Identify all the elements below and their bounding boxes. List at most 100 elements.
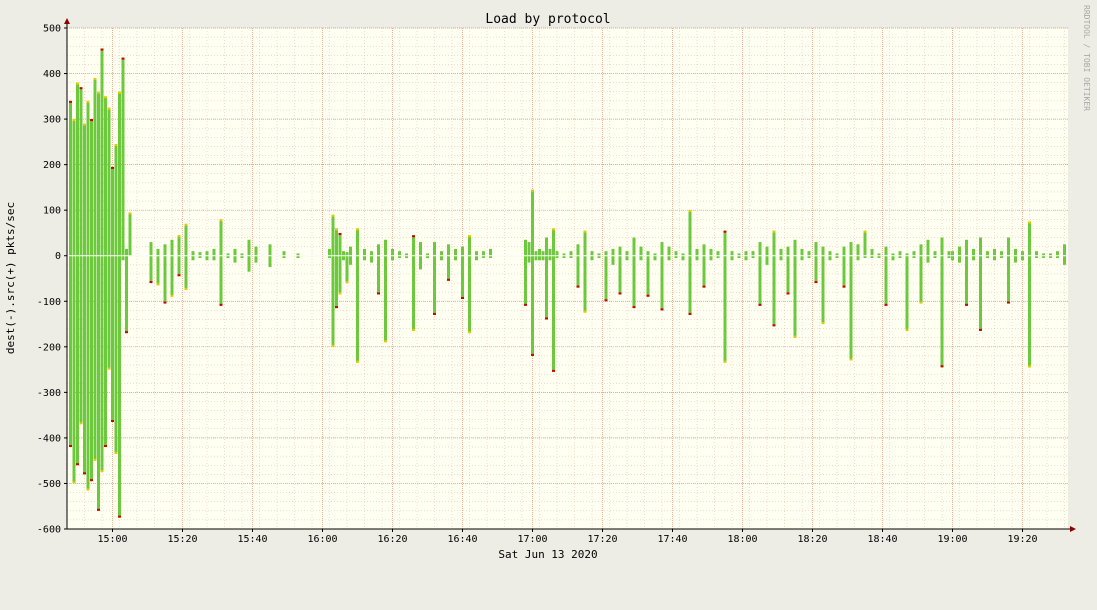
- bar-dest: [779, 255, 783, 261]
- bar-dest: [531, 255, 534, 356]
- bar-dest-cap: [576, 285, 580, 288]
- bar-dest: [919, 255, 923, 304]
- bar-dest-cap: [170, 294, 174, 297]
- bar-dest: [107, 255, 111, 370]
- bar-src: [877, 253, 881, 256]
- bar-src: [363, 248, 366, 256]
- bar-src-cap: [177, 235, 181, 238]
- x-tick-label: 15:00: [97, 534, 127, 545]
- bar-dest: [545, 255, 548, 320]
- bar-dest: [667, 255, 671, 261]
- bar-dest: [958, 255, 961, 263]
- bar-dest: [877, 255, 881, 259]
- y-tick-label: -100: [37, 297, 61, 308]
- bar-src-cap: [107, 107, 111, 110]
- bar-dest: [618, 255, 622, 295]
- bar-dest-cap: [156, 283, 160, 286]
- bar-src: [489, 248, 492, 256]
- bar-dest-cap: [545, 317, 548, 320]
- bar-dest: [363, 255, 366, 261]
- bar-src: [625, 251, 629, 256]
- bar-dest-cap: [118, 515, 121, 518]
- bar-dest: [527, 255, 531, 263]
- bar-src: [905, 253, 909, 256]
- bar-dest-cap: [849, 358, 853, 361]
- x-tick-label: 18:00: [727, 534, 757, 545]
- bar-dest: [226, 255, 230, 259]
- bar-src: [1049, 253, 1052, 256]
- bar-src: [149, 242, 153, 256]
- bar-src: [828, 251, 832, 256]
- bar-src: [597, 253, 601, 256]
- bar-dest: [342, 255, 345, 261]
- bar-dest: [965, 255, 968, 306]
- bar-src: [947, 251, 951, 256]
- bar-src: [562, 253, 566, 256]
- bar-dest: [97, 255, 100, 511]
- chart-title: Load by protocol: [485, 12, 610, 27]
- bar-dest-cap: [793, 335, 797, 338]
- bar-src: [1007, 237, 1010, 256]
- bar-dest: [800, 255, 804, 261]
- bar-dest: [93, 255, 97, 461]
- bar-src: [681, 253, 685, 256]
- bar-src: [674, 251, 678, 256]
- bar-dest: [170, 255, 174, 297]
- bar-src-cap: [412, 235, 415, 238]
- bar-src-cap: [219, 219, 223, 222]
- y-tick-labels: 500 400 300 200 100 0 -100 -200 -300 -400 -500 -600: [37, 24, 61, 536]
- x-tick-label: 16:00: [307, 534, 337, 545]
- bar-dest: [541, 255, 545, 261]
- bar-src-cap: [356, 228, 359, 231]
- bar-dest-cap: [632, 306, 636, 309]
- bar-src: [184, 223, 188, 256]
- y-tick-label: -300: [37, 388, 61, 399]
- bar-src: [583, 230, 587, 256]
- bar-src: [772, 230, 776, 256]
- bar-src-cap: [114, 144, 118, 147]
- bar-src: [125, 248, 128, 256]
- bar-src: [979, 237, 982, 256]
- bar-dest-cap: [468, 331, 471, 334]
- bar-dest: [933, 255, 937, 259]
- bar-src: [349, 246, 352, 256]
- bar-dest: [863, 255, 867, 259]
- bar-src: [76, 82, 79, 256]
- y-tick-label: -500: [37, 479, 61, 490]
- x-tick-label: 15:40: [237, 534, 267, 545]
- bar-src: [856, 244, 860, 256]
- bar-src: [335, 228, 338, 256]
- bar-src: [254, 246, 258, 256]
- bar-src: [156, 248, 160, 256]
- bar-dest: [205, 255, 209, 261]
- bar-src-cap: [1028, 221, 1031, 224]
- bar-src: [468, 235, 471, 256]
- bar-src: [552, 228, 555, 256]
- y-axis-label: dest(-).src(+) pkts/sec: [4, 202, 17, 354]
- bar-src-cap: [86, 100, 90, 103]
- x-axis-arrow-icon: [1070, 526, 1076, 532]
- bar-dest: [335, 255, 338, 309]
- bar-src: [331, 214, 335, 256]
- bar-dest: [681, 255, 685, 261]
- bar-dest: [569, 255, 573, 259]
- bar-src: [800, 248, 804, 256]
- bar-src: [328, 248, 331, 256]
- bar-dest-cap: [524, 303, 527, 306]
- bar-dest: [104, 255, 107, 448]
- x-tick-label: 17:20: [587, 534, 617, 545]
- bar-dest-cap: [377, 292, 380, 295]
- bar-src: [835, 253, 839, 256]
- bar-src: [1042, 253, 1045, 256]
- bar-dest: [482, 255, 485, 259]
- bar-dest: [730, 255, 734, 261]
- bar-src: [870, 248, 874, 256]
- bar-dest: [821, 255, 825, 325]
- bar-src: [618, 246, 622, 256]
- bar-src: [454, 248, 457, 256]
- bar-src: [524, 239, 527, 256]
- bar-src: [97, 91, 100, 256]
- bar-dest-cap: [702, 285, 706, 288]
- x-tick-label: 16:40: [447, 534, 477, 545]
- bar-dest: [884, 255, 888, 306]
